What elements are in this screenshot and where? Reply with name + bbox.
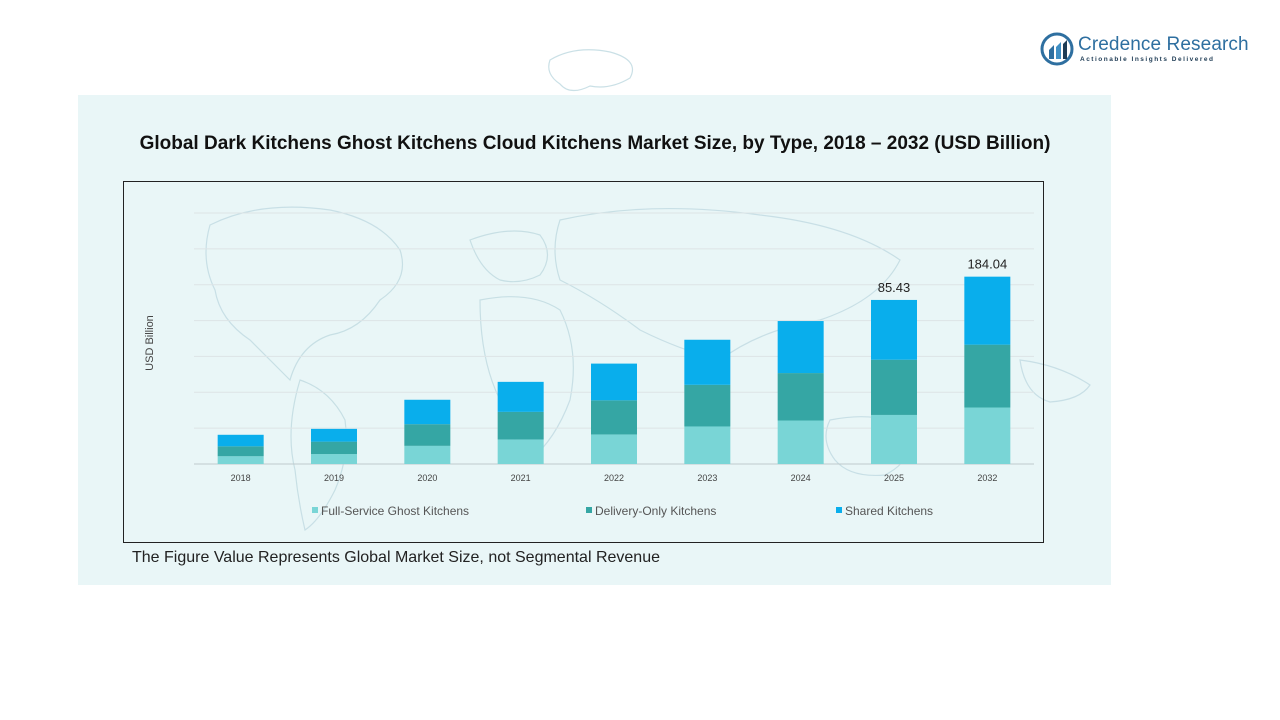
- x-tick-label: 2024: [791, 473, 811, 483]
- bar-2020-series-3: [404, 399, 451, 425]
- bar-2020-series-2: [404, 424, 451, 446]
- legend-label: Shared Kitchens: [845, 504, 933, 518]
- brand-logo: Credence Research Actionable Insights De…: [1040, 32, 1260, 72]
- x-tick-label: 2021: [511, 473, 531, 483]
- x-tick-label: 2022: [604, 473, 624, 483]
- chart-frame: [123, 181, 1044, 543]
- bar-2023-series-3: [684, 339, 731, 385]
- bar-2025-series-2: [871, 359, 917, 415]
- bar-2019-series-1: [311, 454, 357, 464]
- x-tick-label: 2019: [324, 473, 344, 483]
- bar-2032-series-2: [964, 344, 1011, 408]
- brand-tagline: Actionable Insights Delivered: [1080, 56, 1215, 63]
- bar-2019-series-2: [311, 441, 357, 455]
- legend-swatch: [836, 507, 842, 513]
- bar-2021-series-1: [497, 439, 544, 464]
- bar-2022-series-1: [591, 434, 637, 464]
- chart-title: Global Dark Kitchens Ghost Kitchens Clou…: [139, 133, 1051, 154]
- x-tick-label: 2025: [884, 473, 904, 483]
- bar-2023-series-1: [684, 426, 731, 464]
- bar-2024-series-3: [777, 321, 824, 374]
- data-label: 184.04: [967, 257, 1007, 272]
- x-tick-label: 2020: [417, 473, 437, 483]
- bar-2019-series-3: [311, 428, 357, 442]
- data-label: 85.43: [878, 280, 911, 295]
- bar-2032-series-1: [964, 407, 1011, 464]
- bar-2024-series-2: [777, 373, 824, 421]
- bar-2025-series-1: [871, 414, 917, 464]
- x-tick-label: 2018: [231, 473, 251, 483]
- bar-2018-series-1: [217, 456, 264, 464]
- legend-label: Delivery-Only Kitchens: [595, 504, 716, 518]
- y-axis-label: USD Billion: [144, 315, 156, 371]
- legend-swatch: [312, 507, 318, 513]
- bar-2022-series-2: [591, 400, 637, 435]
- brand-name: Credence Research: [1078, 34, 1249, 55]
- bar-2022-series-3: [591, 363, 637, 401]
- bar-2025-series-3: [871, 299, 917, 360]
- bar-2018-series-3: [217, 434, 264, 447]
- x-tick-label: 2023: [697, 473, 717, 483]
- bar-2018-series-2: [217, 446, 264, 457]
- bar-2020-series-1: [404, 445, 451, 464]
- x-tick-label: 2032: [977, 473, 997, 483]
- footnote: The Figure Value Represents Global Marke…: [132, 549, 660, 566]
- bar-2021-series-2: [497, 411, 544, 440]
- bar-2024-series-1: [777, 420, 824, 464]
- bar-2032-series-3: [964, 276, 1011, 345]
- bar-2023-series-2: [684, 384, 731, 427]
- legend-label: Full-Service Ghost Kitchens: [321, 504, 469, 518]
- logo-mark-icon: [1040, 32, 1074, 66]
- bar-2021-series-3: [497, 381, 544, 412]
- legend-swatch: [586, 507, 592, 513]
